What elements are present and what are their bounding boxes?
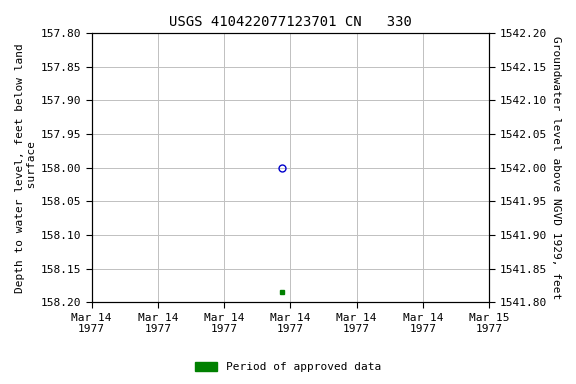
Title: USGS 410422077123701 CN   330: USGS 410422077123701 CN 330 xyxy=(169,15,412,29)
Legend: Period of approved data: Period of approved data xyxy=(191,357,385,377)
Y-axis label: Depth to water level, feet below land
 surface: Depth to water level, feet below land su… xyxy=(15,43,37,293)
Y-axis label: Groundwater level above NGVD 1929, feet: Groundwater level above NGVD 1929, feet xyxy=(551,36,561,299)
